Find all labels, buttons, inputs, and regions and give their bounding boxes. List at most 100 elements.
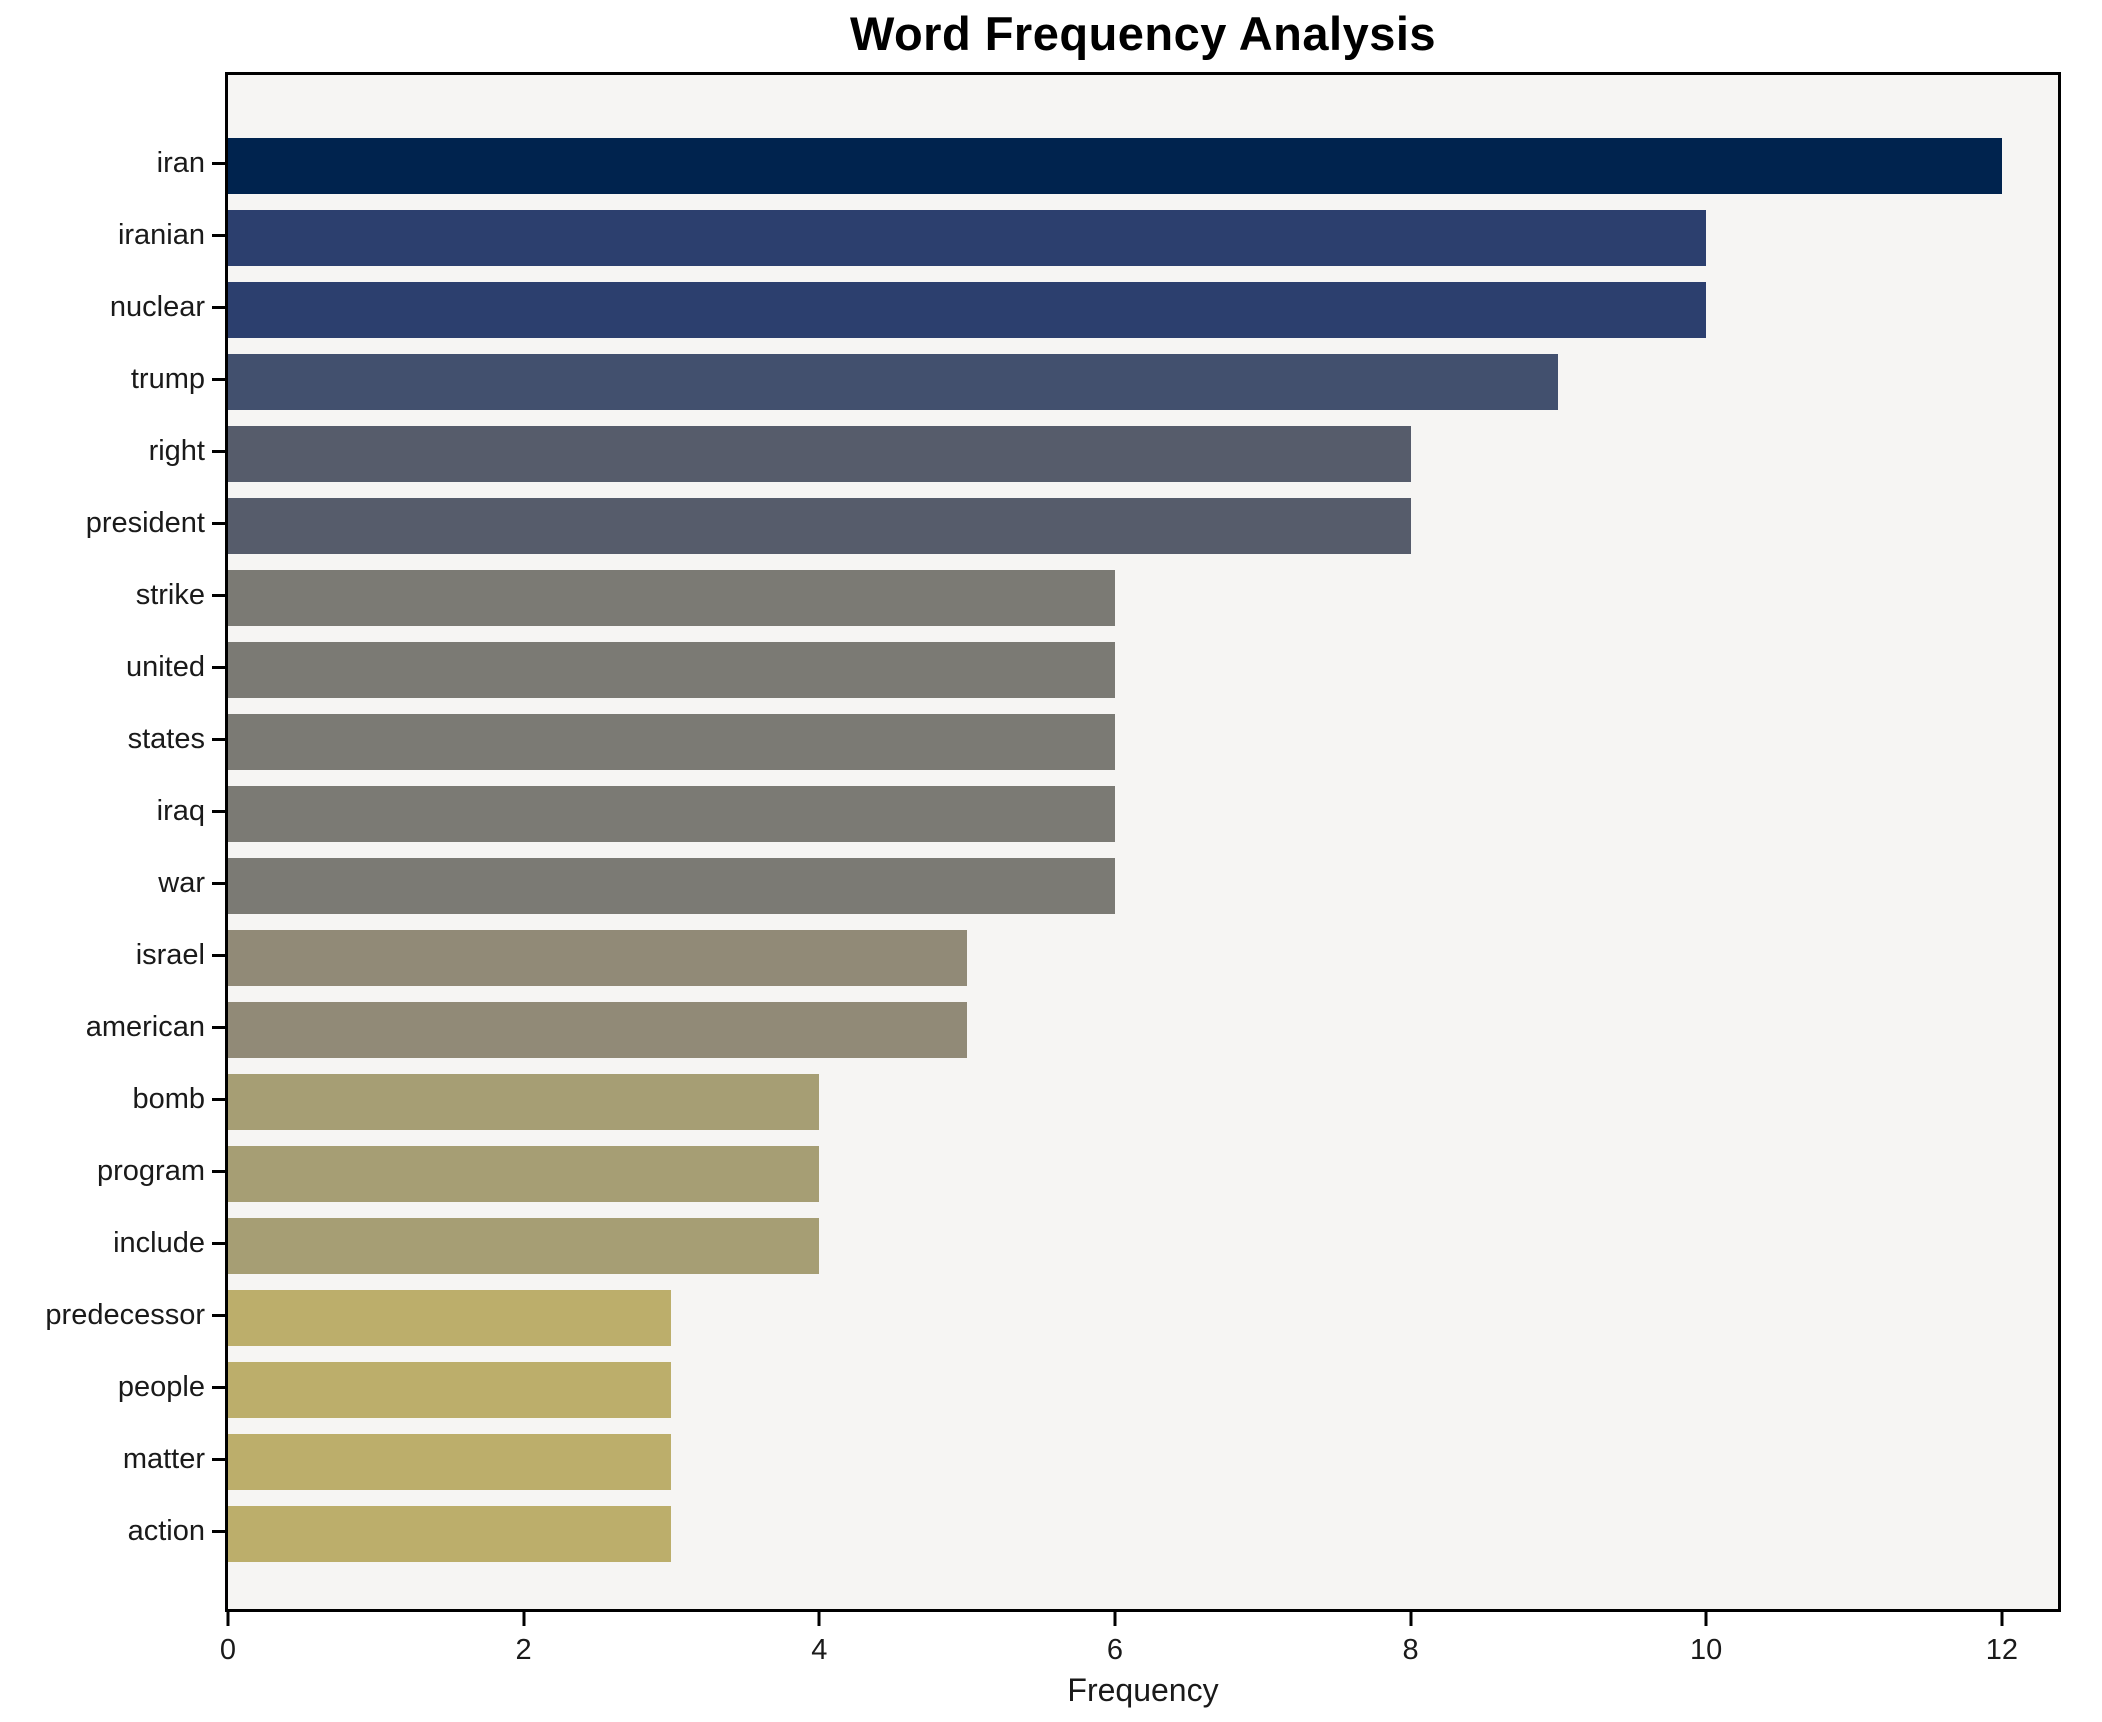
bar-war bbox=[228, 858, 1115, 914]
bar-iranian bbox=[228, 210, 1707, 266]
y-tick-mark bbox=[212, 450, 225, 453]
bar-row bbox=[228, 850, 2058, 922]
x-axis-title: Frequency bbox=[1067, 1672, 1219, 1708]
x-tick-label-2: 2 bbox=[515, 1634, 532, 1666]
y-tick-mark bbox=[212, 162, 225, 165]
bar-action bbox=[228, 1506, 672, 1562]
bar-row bbox=[228, 418, 2058, 490]
y-tick-mark bbox=[212, 954, 225, 957]
y-tick-label-states: states bbox=[127, 722, 205, 755]
bar-row bbox=[228, 202, 2058, 274]
y-tick-label-israel: israel bbox=[135, 938, 205, 971]
y-axis-labels: iran iranian nuclear trump right president str… bbox=[0, 127, 205, 1567]
bar-nuclear bbox=[228, 282, 1707, 338]
bar-row bbox=[228, 562, 2058, 634]
bar-israel bbox=[228, 930, 968, 986]
x-tick-mark bbox=[817, 1612, 821, 1626]
y-tick-label-people: people bbox=[117, 1370, 205, 1403]
y-tick-label-american: american bbox=[85, 1010, 205, 1043]
bar-right bbox=[228, 426, 1411, 482]
bar-row bbox=[228, 1066, 2058, 1138]
y-tick-mark bbox=[212, 1026, 225, 1029]
bar-program bbox=[228, 1146, 820, 1202]
y-tick-label-iraq: iraq bbox=[156, 794, 205, 827]
x-tick-mark bbox=[226, 1612, 230, 1626]
y-tick-label-action: action bbox=[127, 1514, 205, 1547]
y-tick-mark bbox=[212, 522, 225, 525]
bar-row bbox=[228, 1210, 2058, 1282]
y-tick-label-bomb: bomb bbox=[132, 1082, 205, 1115]
bar-trump bbox=[228, 354, 1559, 410]
y-tick-mark bbox=[212, 1098, 225, 1101]
y-tick-label-president: president bbox=[85, 506, 205, 539]
y-tick-mark bbox=[212, 1314, 225, 1317]
bar-united bbox=[228, 642, 1115, 698]
bar-matter bbox=[228, 1434, 672, 1490]
x-tick-label-6: 6 bbox=[1106, 1634, 1123, 1666]
y-tick-mark bbox=[212, 810, 225, 813]
bar-president bbox=[228, 498, 1411, 554]
x-tick-label-10: 10 bbox=[1690, 1634, 1723, 1666]
x-tick-label-4: 4 bbox=[811, 1634, 828, 1666]
bar-iran bbox=[228, 138, 2002, 194]
y-tick-label-right: right bbox=[148, 434, 205, 467]
x-tick-mark bbox=[1409, 1612, 1413, 1626]
x-axis-ticks: 0 2 4 6 8 10 12 bbox=[220, 1612, 2061, 1672]
y-tick-mark bbox=[212, 594, 225, 597]
y-tick-mark bbox=[212, 882, 225, 885]
x-tick-mark bbox=[1113, 1612, 1117, 1626]
y-tick-label-predecessor: predecessor bbox=[45, 1298, 205, 1331]
y-tick-label-iran: iran bbox=[156, 146, 205, 179]
y-tick-label-trump: trump bbox=[130, 362, 205, 395]
y-tick-mark bbox=[212, 1170, 225, 1173]
x-tick-mark bbox=[522, 1612, 526, 1626]
bar-states bbox=[228, 714, 1115, 770]
y-tick-mark bbox=[212, 1458, 225, 1461]
x-tick-label-12: 12 bbox=[1985, 1634, 2018, 1666]
plot-area bbox=[225, 72, 2061, 1612]
x-tick-mark bbox=[1704, 1612, 1708, 1626]
bar-row bbox=[228, 274, 2058, 346]
bar-row bbox=[228, 1426, 2058, 1498]
y-tick-mark bbox=[212, 1386, 225, 1389]
y-tick-mark bbox=[212, 1530, 225, 1533]
bar-strike bbox=[228, 570, 1115, 626]
y-tick-label-matter: matter bbox=[122, 1442, 205, 1475]
bar-row bbox=[228, 490, 2058, 562]
y-tick-label-united: united bbox=[125, 650, 205, 683]
y-tick-mark bbox=[212, 1242, 225, 1245]
bar-row bbox=[228, 994, 2058, 1066]
bar-row bbox=[228, 1138, 2058, 1210]
bar-row bbox=[228, 346, 2058, 418]
y-tick-mark bbox=[212, 306, 225, 309]
bar-row bbox=[228, 1498, 2058, 1570]
bar-row bbox=[228, 130, 2058, 202]
bar-row bbox=[228, 922, 2058, 994]
bar-row bbox=[228, 1282, 2058, 1354]
y-tick-label-war: war bbox=[158, 866, 205, 899]
bars-region bbox=[228, 130, 2058, 1564]
chart-title: Word Frequency Analysis bbox=[849, 7, 1437, 60]
y-tick-mark bbox=[212, 738, 225, 741]
bar-bomb bbox=[228, 1074, 820, 1130]
bar-include bbox=[228, 1218, 820, 1274]
bar-row bbox=[228, 634, 2058, 706]
y-tick-label-include: include bbox=[113, 1226, 205, 1259]
y-tick-label-iranian: iranian bbox=[117, 218, 205, 251]
bar-predecessor bbox=[228, 1290, 672, 1346]
bar-american bbox=[228, 1002, 968, 1058]
x-tick-label-8: 8 bbox=[1402, 1634, 1419, 1666]
y-tick-label-strike: strike bbox=[135, 578, 205, 611]
y-tick-mark bbox=[212, 234, 225, 237]
x-tick-mark bbox=[2000, 1612, 2004, 1626]
y-tick-label-nuclear: nuclear bbox=[109, 290, 205, 323]
bar-people bbox=[228, 1362, 672, 1418]
y-tick-label-program: program bbox=[97, 1154, 205, 1187]
y-tick-mark bbox=[212, 666, 225, 669]
bar-row bbox=[228, 706, 2058, 778]
x-tick-label-0: 0 bbox=[219, 1634, 237, 1666]
y-axis-tick-marks bbox=[212, 127, 225, 1567]
bar-iraq bbox=[228, 786, 1115, 842]
bar-row bbox=[228, 1354, 2058, 1426]
